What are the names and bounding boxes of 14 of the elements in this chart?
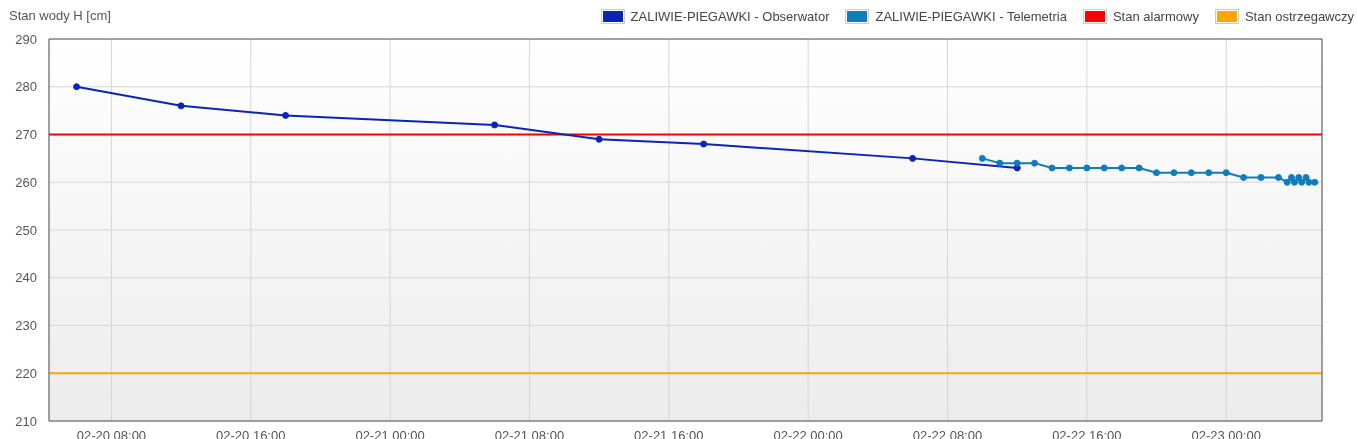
y-tick-label: 230 (15, 318, 37, 334)
y-tick-label: 220 (15, 365, 37, 381)
y-tick-label: 210 (15, 413, 37, 429)
y-tick-label: 260 (15, 174, 37, 190)
y-tick-label: 280 (15, 79, 37, 95)
y-tick-label: 240 (15, 270, 37, 286)
y-tick-label: 290 (15, 31, 37, 47)
legend-label: ZALIWIE-PIEGAWKI - Telemetria (875, 9, 1067, 24)
legend-label: ZALIWIE-PIEGAWKI - Obserwator (630, 9, 830, 24)
y-tick-label: 270 (15, 127, 37, 143)
y-tick-label: 250 (15, 222, 37, 238)
legend-label: Stan ostrzegawczy (1244, 9, 1354, 24)
y-axis-title: Stan wody H [cm] (9, 8, 111, 23)
legend-label: Stan alarmowy (1112, 9, 1199, 24)
